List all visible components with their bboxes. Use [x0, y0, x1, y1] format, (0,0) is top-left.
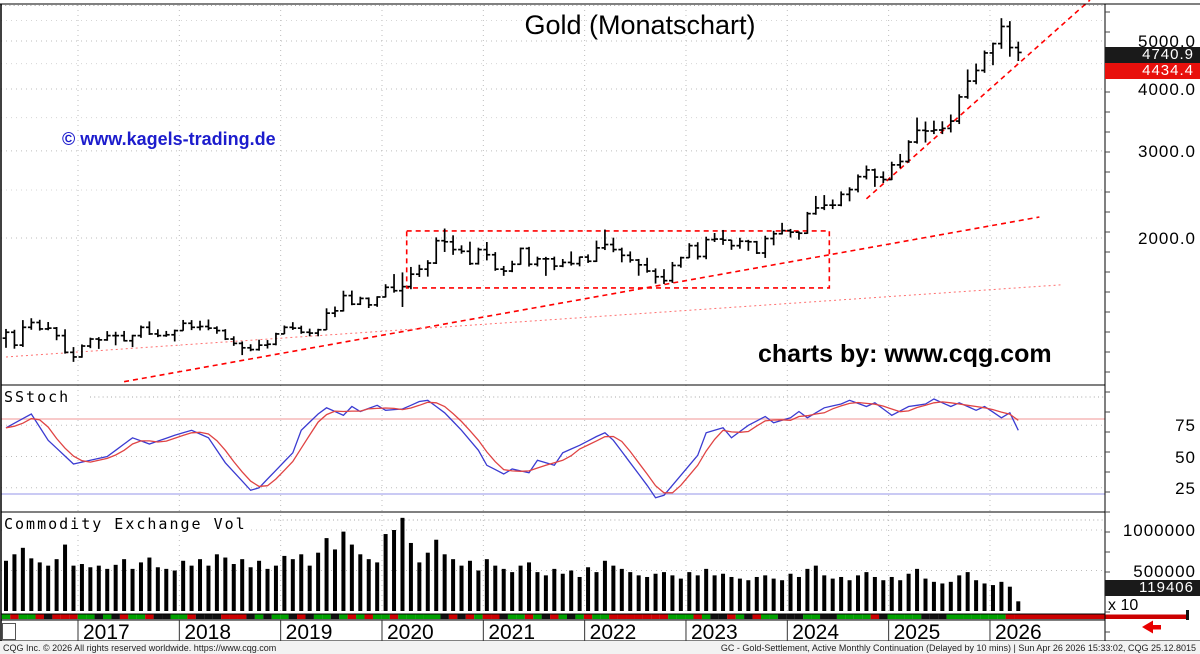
- stoch-axis-label: 50: [1175, 447, 1196, 467]
- volume-panel-label: Commodity Exchange Vol: [4, 515, 250, 533]
- year-label: 2025: [893, 621, 941, 644]
- ohlc-bars: [2, 18, 1022, 362]
- volume-axis-label: 500000: [1133, 561, 1196, 581]
- year-label: 2023: [690, 621, 738, 644]
- volume-multiplier-label: x 10: [1108, 597, 1139, 614]
- price-axis-label: 3000.0: [1138, 141, 1196, 161]
- stoch-k-line: [5, 398, 1019, 499]
- year-label: 2026: [994, 621, 1042, 644]
- consolidation-box: [405, 230, 831, 289]
- volume-bars: [4, 517, 1021, 611]
- status-bar-copyright: CQG Inc. © 2026 All rights reserved worl…: [3, 643, 277, 653]
- panel-borders: [0, 3, 1200, 654]
- status-bar-contract-info: GC - Gold-Settlement, Active Monthly Con…: [720, 643, 1196, 653]
- x-axis-band: [77, 620, 991, 641]
- last-price-badge: 4740.9: [1105, 47, 1200, 63]
- cqg-credit-text: charts by: www.cqg.com: [758, 340, 1052, 368]
- year-label: 2020: [386, 621, 434, 644]
- year-label: 2018: [184, 621, 232, 644]
- stoch-reference-lines: [1, 418, 1105, 495]
- stoch-d-line: [5, 401, 1019, 494]
- stoch-axis-label: 25: [1175, 478, 1196, 498]
- price-axis-label: 4000.0: [1138, 79, 1196, 99]
- year-label: 2022: [589, 621, 637, 644]
- price-axis-label: 2000.0: [1138, 228, 1196, 248]
- stoch-panel-label: SStoch: [4, 388, 74, 406]
- chart-title: Gold (Monatschart): [524, 10, 756, 40]
- year-label: 2024: [792, 621, 840, 644]
- stoch-k-line: [5, 398, 1019, 499]
- last-volume-badge: 119406: [1105, 580, 1200, 596]
- price-axis-label: 5000.0: [1138, 32, 1196, 51]
- volume-axis-label: 1000000: [1122, 521, 1196, 540]
- year-label: 2017: [83, 621, 130, 644]
- year-label: 2019: [285, 621, 333, 644]
- kagels-watermark: © www.kagels-trading.de: [62, 129, 276, 149]
- stoch-d-line: [5, 401, 1019, 494]
- scroll-left-arrow[interactable]: [1142, 620, 1161, 634]
- timeline-strip: [1, 610, 1189, 620]
- trendline-steep-uptrend: [865, 0, 1091, 200]
- trendlines: [5, 0, 1091, 383]
- status-bar: [0, 641, 1200, 654]
- stoch-axis-label: 75: [1175, 416, 1196, 436]
- trendline-long-support: [5, 284, 1061, 358]
- settlement-price-badge: 4434.4: [1105, 63, 1200, 79]
- x-scrollbar-thumb[interactable]: [2, 623, 16, 640]
- year-label: 2021: [488, 621, 536, 644]
- trendline-medium-uptrend: [123, 216, 1040, 383]
